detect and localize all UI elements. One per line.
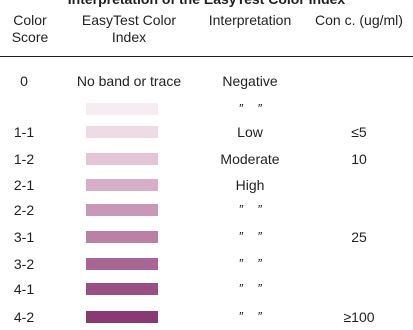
concentration-cell: 10 [351, 151, 367, 167]
header-color-score-line2: Score [11, 29, 49, 45]
header-divider [0, 56, 413, 57]
table-row: 3-2 ” ” [0, 252, 413, 276]
header-color-score: Color Score [0, 12, 60, 46]
table-title: Interpretation of the EasyTest Color Ind… [0, 0, 413, 10]
color-index-swatch [86, 204, 158, 216]
interpretation-cell: ” ” [238, 202, 262, 217]
table-row: 2-1 High [0, 173, 413, 197]
interpretation-cell: Low [237, 124, 263, 140]
table-row: ” ” [0, 97, 413, 121]
interpretation-cell: Negative [222, 73, 278, 89]
color-score-cell: 3-1 [13, 229, 35, 245]
table-row: 4-1 ” ” [0, 277, 413, 301]
table-row: 0 No band or trace Negative [0, 69, 413, 93]
concentration-cell [305, 97, 413, 121]
interpretation-cell: ” ” [238, 229, 262, 244]
interpretation-cell: ” ” [238, 281, 262, 296]
color-index-swatch [86, 103, 158, 115]
color-score-cell: 0 [20, 73, 28, 89]
interpretation-cell: Moderate [220, 151, 280, 167]
header-interpretation-line1: Interpretation [208, 12, 292, 28]
color-score-cell: 4-1 [13, 281, 35, 297]
interpretation-cell: ” ” [238, 101, 262, 116]
color-index-swatch [86, 126, 158, 138]
table-row: 4-2 ” ” ≥100 [0, 305, 413, 329]
color-index-swatch [86, 153, 158, 165]
color-score-cell: 2-2 [13, 202, 35, 218]
table-row: 2-2 ” ” [0, 198, 413, 222]
color-index-text-cell: No band or trace [76, 73, 182, 89]
table-row: 1-2 Moderate 10 [0, 147, 413, 171]
header-interpretation: Interpretation [188, 12, 312, 29]
color-index-swatch [86, 179, 158, 191]
table-row: 3-1 ” ” 25 [0, 225, 413, 249]
concentration-cell: ≥100 [343, 309, 375, 325]
interpretation-cell: High [235, 177, 265, 193]
header-concentration: Con c. (ug/ml) [305, 12, 413, 29]
concentration-cell [305, 198, 413, 222]
concentration-cell: 25 [351, 229, 367, 245]
concentration-cell [305, 69, 413, 93]
color-score-cell [0, 97, 48, 121]
header-concentration-line1: Con c. (ug/ml) [315, 12, 403, 28]
color-score-cell: 4-2 [13, 309, 35, 325]
color-score-cell: 1-1 [13, 124, 35, 140]
interpretation-cell: ” ” [238, 256, 262, 271]
color-score-cell: 1-2 [13, 151, 35, 167]
color-index-swatch [86, 231, 158, 243]
interpretation-cell: ” ” [238, 309, 262, 324]
concentration-cell: ≤5 [351, 124, 367, 140]
header-color-score-line1: Color [13, 12, 47, 28]
header-easytest-index-line2: Index [111, 29, 147, 45]
table-row: 1-1 Low ≤5 [0, 120, 413, 144]
header-easytest-index: EasyTest Color Index [70, 12, 188, 46]
color-score-cell: 2-1 [13, 177, 35, 193]
header-easytest-index-line1: EasyTest Color [81, 12, 177, 28]
color-index-swatch [86, 311, 158, 323]
concentration-cell [305, 277, 413, 301]
concentration-cell [305, 252, 413, 276]
color-index-swatch [86, 283, 158, 295]
color-index-swatch [86, 258, 158, 270]
concentration-cell [305, 173, 413, 197]
color-score-cell: 3-2 [13, 256, 35, 272]
